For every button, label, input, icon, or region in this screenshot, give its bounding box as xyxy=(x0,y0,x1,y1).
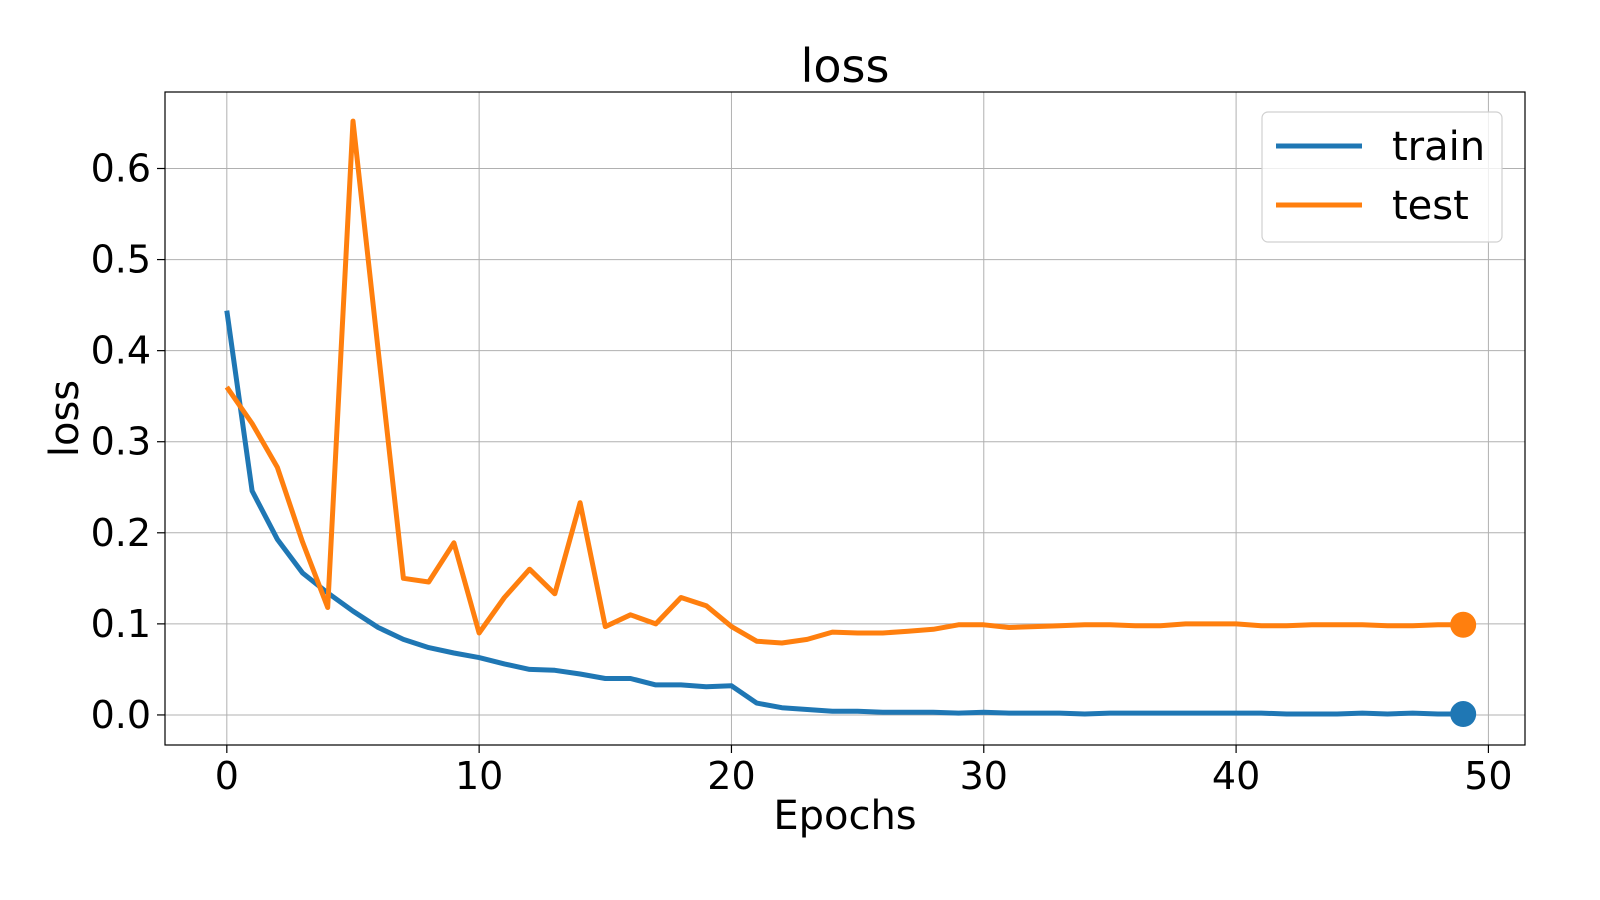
x-axis-label: Epochs xyxy=(773,793,916,839)
y-tick-label: 0.6 xyxy=(91,147,151,191)
x-tick-label: 0 xyxy=(215,754,239,798)
x-tick-label: 40 xyxy=(1212,754,1260,798)
ticks: 0 10 20 30 40 50 0.0 0.1 0.2 0.3 0.4 0.5 0.6 xyxy=(91,147,1513,798)
chart-title: loss xyxy=(801,39,890,93)
legend: train test xyxy=(1261,111,1503,243)
y-tick-label: 0.5 xyxy=(91,238,151,282)
end-marker-train xyxy=(1450,701,1477,728)
y-tick-label: 0.3 xyxy=(91,420,151,464)
x-tick-label: 20 xyxy=(707,754,755,798)
plot-frame xyxy=(164,91,1526,746)
series-layer xyxy=(224,118,1477,728)
legend-label-train: train xyxy=(1392,124,1485,170)
y-axis-label: loss xyxy=(42,380,88,457)
x-tick-label: 30 xyxy=(960,754,1008,798)
legend-label-test: test xyxy=(1392,183,1469,229)
x-tick-label: 10 xyxy=(455,754,503,798)
end-marker-test xyxy=(1450,611,1477,638)
x-tick-label: 50 xyxy=(1464,754,1512,798)
series-line-train xyxy=(224,310,1464,717)
y-tick-label: 0.0 xyxy=(91,693,151,737)
y-tick-label: 0.1 xyxy=(91,602,151,646)
y-tick-label: 0.2 xyxy=(91,511,151,555)
series-line-test xyxy=(224,118,1464,646)
y-tick-label: 0.4 xyxy=(91,329,151,373)
